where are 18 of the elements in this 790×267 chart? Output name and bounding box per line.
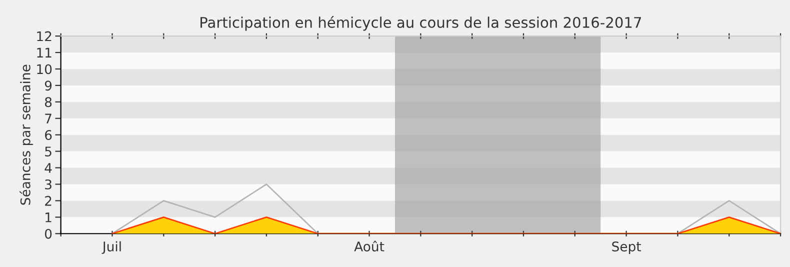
- y-tick-label: 1: [46, 212, 52, 222]
- y-tick-label: 5: [45, 146, 52, 156]
- x-tick-label: Sept: [612, 241, 642, 254]
- chart-title: Participation en hémicycle au cours de la session 2016-2017: [200, 16, 642, 31]
- y-tick-label: 3: [45, 179, 52, 190]
- x-tick-label: Août: [354, 240, 384, 252]
- y-tick-label: 12: [37, 31, 52, 42]
- y-tick-label: 8: [44, 97, 52, 108]
- y-tick-label: 9: [44, 80, 52, 91]
- x-tick-label: Juil: [102, 241, 121, 254]
- y-tick-label: 6: [45, 130, 52, 140]
- y-tick-label: 4: [44, 163, 52, 173]
- y-tick-label: 2: [45, 196, 52, 206]
- y-tick-label: 7: [45, 114, 52, 124]
- y-axis-title: Séances par semaine: [20, 64, 33, 205]
- y-tick-label: 11: [37, 48, 52, 58]
- y-tick-label: 10: [37, 64, 52, 74]
- y-tick-label: 0: [44, 228, 52, 239]
